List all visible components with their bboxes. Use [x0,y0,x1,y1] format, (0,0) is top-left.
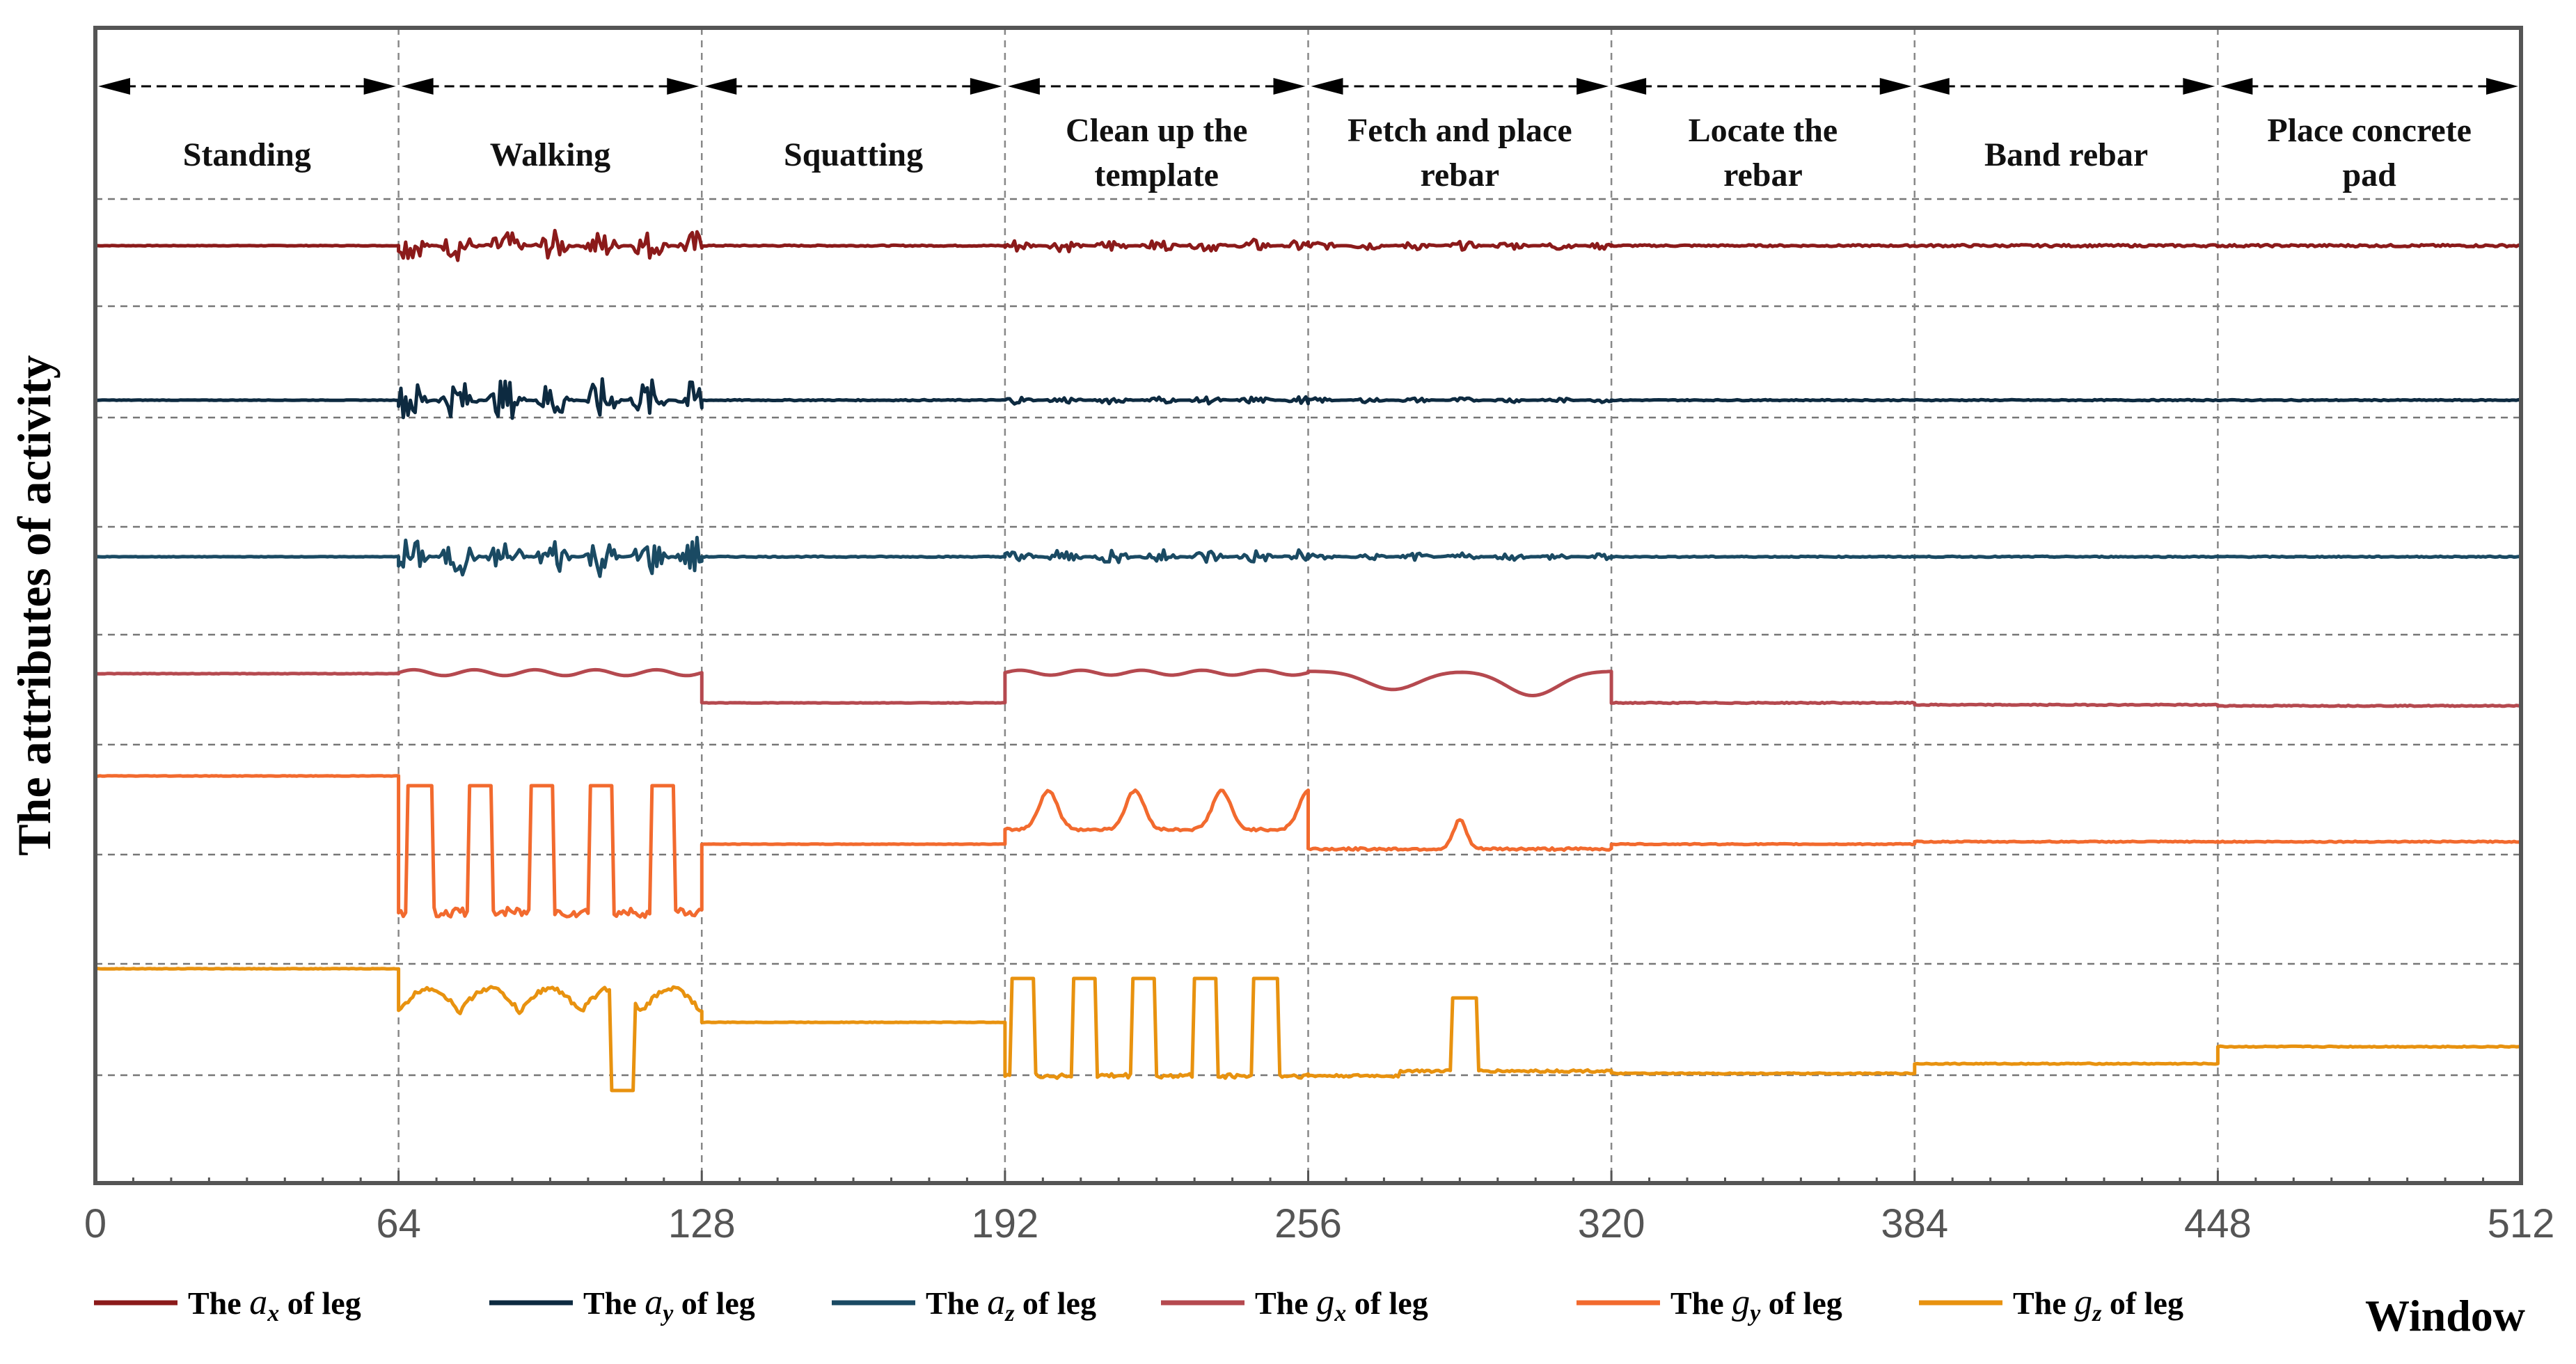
phase-label: Band rebar [1984,136,2148,173]
phase-arrow-head-right [1273,78,1306,95]
legend-entry: The gz of leg [2013,1283,2183,1326]
y-axis-label: The attributes of activity [8,355,61,856]
x-tick-label: 384 [1881,1201,1948,1246]
phase-arrow-head-left [1311,78,1343,95]
phase-arrow-head-right [970,78,1002,95]
phase-label: template [1094,157,1219,193]
legend-entry: The ay of leg [583,1283,755,1326]
x-tick-label: 256 [1274,1201,1342,1246]
legend-entry: The az of leg [926,1283,1096,1326]
legend-prefix: The [1670,1285,1732,1321]
series-line-ay [95,377,2522,420]
x-tick-label: 64 [376,1201,421,1246]
series-line-ax [95,228,2522,262]
phase-label: rebar [1723,157,1803,193]
phase-label: Squatting [784,136,923,173]
x-tick-label: 448 [2184,1201,2252,1246]
x-tick-label: 320 [1578,1201,1645,1246]
x-tick-label: 512 [2488,1201,2555,1246]
phase-label: Clean up the [1066,112,1247,149]
phase-arrow-head-left [1917,78,1950,95]
series-line-gx [95,667,2522,708]
series-lines [95,228,2522,1093]
legend-prefix: The [188,1285,249,1321]
phase-arrow-head-left [1007,78,1040,95]
phase-arrow-head-right [363,78,396,95]
phase-label: Place concrete [2267,112,2472,149]
phase-arrow-head-left [704,78,737,95]
phase-arrow-head-right [1577,78,1609,95]
x-tick-label: 128 [668,1201,736,1246]
legend-prefix: The [1255,1285,1316,1321]
x-axis-ticks: 0 64 128 192 256 320 384 448 512 [84,1171,2555,1246]
x-axis-label: Window [2365,1291,2525,1340]
series-line-gy [95,774,2522,919]
phase-label: Walking [490,136,610,173]
phase-arrows [98,78,2518,95]
phase-arrow-head-right [667,78,700,95]
phase-arrow-head-left [2220,78,2253,95]
legend-entry: The gx of leg [1255,1283,1428,1326]
phase-label: rebar [1420,157,1499,193]
phase-arrow-head-left [98,78,130,95]
phase-arrow-head-left [401,78,434,95]
legend-prefix: The [926,1285,987,1321]
phase-arrow-head-right [2183,78,2215,95]
series-line-gz [95,967,2522,1093]
phase-label: Fetch and place [1348,112,1572,149]
phase-arrow-head-right [1879,78,1912,95]
phase-label: Locate the [1689,112,1838,149]
series-line-az [95,535,2522,578]
x-tick-label: 192 [971,1201,1038,1246]
x-tick-label: 0 [84,1201,106,1246]
legend-entry: The gy of leg [1670,1283,1842,1326]
grid-lines [95,28,2521,1183]
phase-label: pad [2342,157,2396,193]
phase-arrow-head-left [1614,78,1647,95]
phase-arrow-head-right [2486,78,2518,95]
phase-labels: Standing Walking Squatting Clean up the temp… [183,112,2472,193]
phase-label: Standing [183,136,311,173]
legend-entry: The ax of leg [188,1283,361,1326]
legend-prefix: The [2013,1285,2074,1321]
legend-prefix: The [583,1285,645,1321]
legend: The ax of leg The ay of leg The az of leg T… [94,1283,2183,1326]
